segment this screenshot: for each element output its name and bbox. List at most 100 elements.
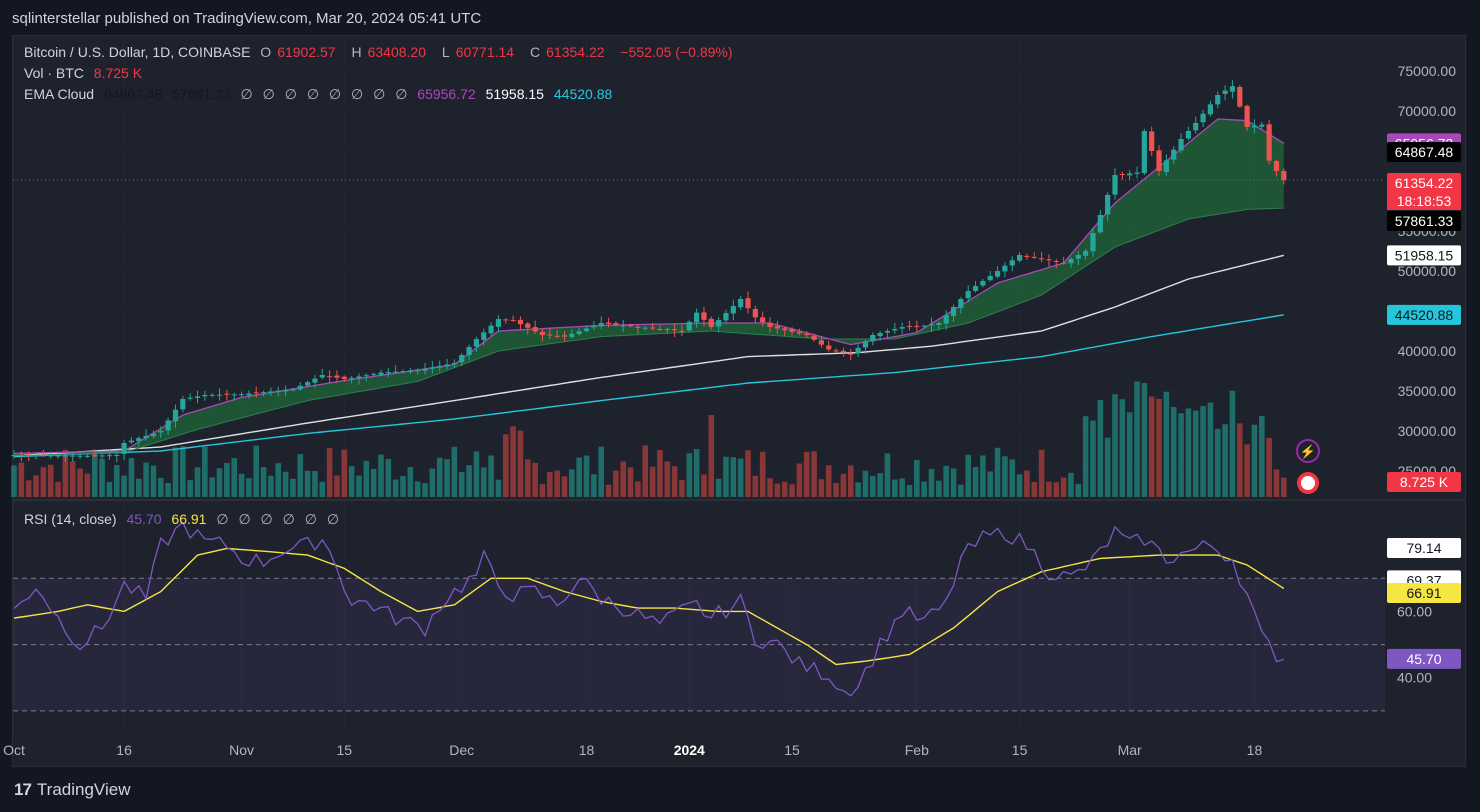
candle: [994, 271, 1001, 277]
volume-bar: [422, 483, 428, 497]
ema-cloud: [14, 119, 1284, 456]
candle: [1222, 90, 1228, 94]
candle: [1215, 95, 1221, 105]
null-icon: ∅: [373, 86, 386, 102]
ema100-line: [13, 254, 1284, 457]
candle: [1105, 195, 1111, 215]
volume-bar: [708, 415, 715, 497]
candle: [943, 315, 949, 324]
candle: [1075, 255, 1081, 259]
candle: [840, 350, 847, 353]
candle: [378, 372, 384, 375]
ema-value-3: 65956.72: [417, 86, 476, 102]
volume-bar: [576, 457, 582, 497]
volume-bar: [649, 466, 656, 497]
candle: [1273, 161, 1280, 171]
candle: [855, 347, 861, 354]
candle: [18, 454, 24, 456]
time-axis-label: 18: [1247, 742, 1263, 758]
volume-bar: [458, 472, 465, 497]
volume-bar: [1060, 477, 1067, 497]
legend-row-rsi[interactable]: RSI (14, close) 45.70 66.91 ∅ ∅ ∅ ∅ ∅ ∅: [24, 511, 345, 528]
candle: [980, 281, 986, 286]
candle: [598, 323, 604, 327]
volume-bar: [1148, 396, 1155, 497]
rsi-value: 45.70: [126, 511, 162, 527]
volume-bar: [1236, 423, 1243, 497]
time-axis-label: Mar: [1118, 742, 1142, 758]
volume-bar: [635, 481, 641, 497]
legend-row-volume[interactable]: Vol · BTC 8.725 K: [24, 65, 148, 81]
volume-bar: [884, 453, 891, 497]
volume-bar: [730, 457, 737, 497]
volume-bar: [1259, 415, 1265, 497]
candle: [906, 326, 913, 328]
volume-bar: [128, 458, 135, 497]
candle: [914, 326, 920, 328]
candle: [561, 335, 568, 337]
candle: [246, 393, 252, 396]
candle: [760, 317, 766, 323]
candle: [121, 443, 127, 454]
ema-value-1: 64867.48: [103, 86, 163, 102]
ema-cloud-label: EMA Cloud: [24, 86, 95, 102]
candle: [282, 390, 289, 392]
volume-bar: [378, 454, 384, 497]
candle: [1119, 173, 1125, 175]
volume-tag: 8.725 K: [1400, 474, 1449, 490]
volume-bar: [1141, 383, 1148, 497]
volume-bar: [33, 475, 39, 497]
volume-bar: [1104, 437, 1111, 497]
candle: [1259, 124, 1265, 127]
price-tag-bg: [1387, 211, 1461, 231]
volume-bar: [172, 447, 179, 497]
candle: [473, 339, 480, 347]
rsi-label: RSI (14, close): [24, 511, 117, 527]
candle: [716, 320, 722, 327]
candle: [517, 319, 524, 325]
candle: [1090, 233, 1096, 252]
candle: [231, 394, 237, 396]
volume-bar: [290, 478, 296, 497]
volume-bar: [143, 462, 149, 497]
candle: [62, 455, 68, 457]
candle: [238, 394, 245, 396]
volume-bar: [525, 459, 531, 497]
volume-bar: [892, 479, 898, 497]
volume-bar: [818, 479, 825, 497]
volume-bar: [936, 480, 942, 497]
countdown-timer: 18:18:53: [1397, 193, 1452, 209]
legend-row-ema[interactable]: EMA Cloud 64867.48 57861.33 ∅ ∅ ∅ ∅ ∅ ∅ …: [24, 86, 618, 103]
low-value: 60771.14: [455, 44, 515, 60]
candle: [1244, 105, 1250, 127]
tradingview-footer[interactable]: 17 TradingView: [14, 780, 130, 800]
volume-bar: [1134, 381, 1140, 497]
o-label: O: [260, 44, 272, 60]
volume-bar: [231, 458, 237, 497]
legend-row-price[interactable]: Bitcoin / U.S. Dollar, 1D, COINBASE O 619…: [24, 44, 739, 60]
volume-bar: [11, 465, 17, 497]
volume-bar: [1192, 410, 1199, 497]
time-axis-label: Oct: [3, 742, 25, 758]
volume-bar: [224, 462, 230, 497]
candle: [128, 440, 135, 443]
candle: [260, 392, 267, 394]
volume-bar: [135, 478, 142, 497]
candle: [92, 455, 98, 457]
candle: [319, 375, 325, 378]
candle: [77, 455, 83, 457]
volume-bar: [312, 470, 318, 497]
candle: [371, 373, 377, 375]
candle: [1237, 86, 1243, 107]
volume-bar: [1097, 399, 1104, 497]
volume-bar: [745, 450, 751, 497]
rsi-tag-bg: [1387, 583, 1461, 603]
candle: [1281, 171, 1287, 181]
candle: [554, 335, 560, 337]
null-icon: ∅: [240, 86, 253, 102]
candle: [1149, 131, 1155, 151]
volume-bar: [334, 475, 340, 497]
candle: [1002, 265, 1008, 272]
volume-bar: [510, 426, 516, 497]
